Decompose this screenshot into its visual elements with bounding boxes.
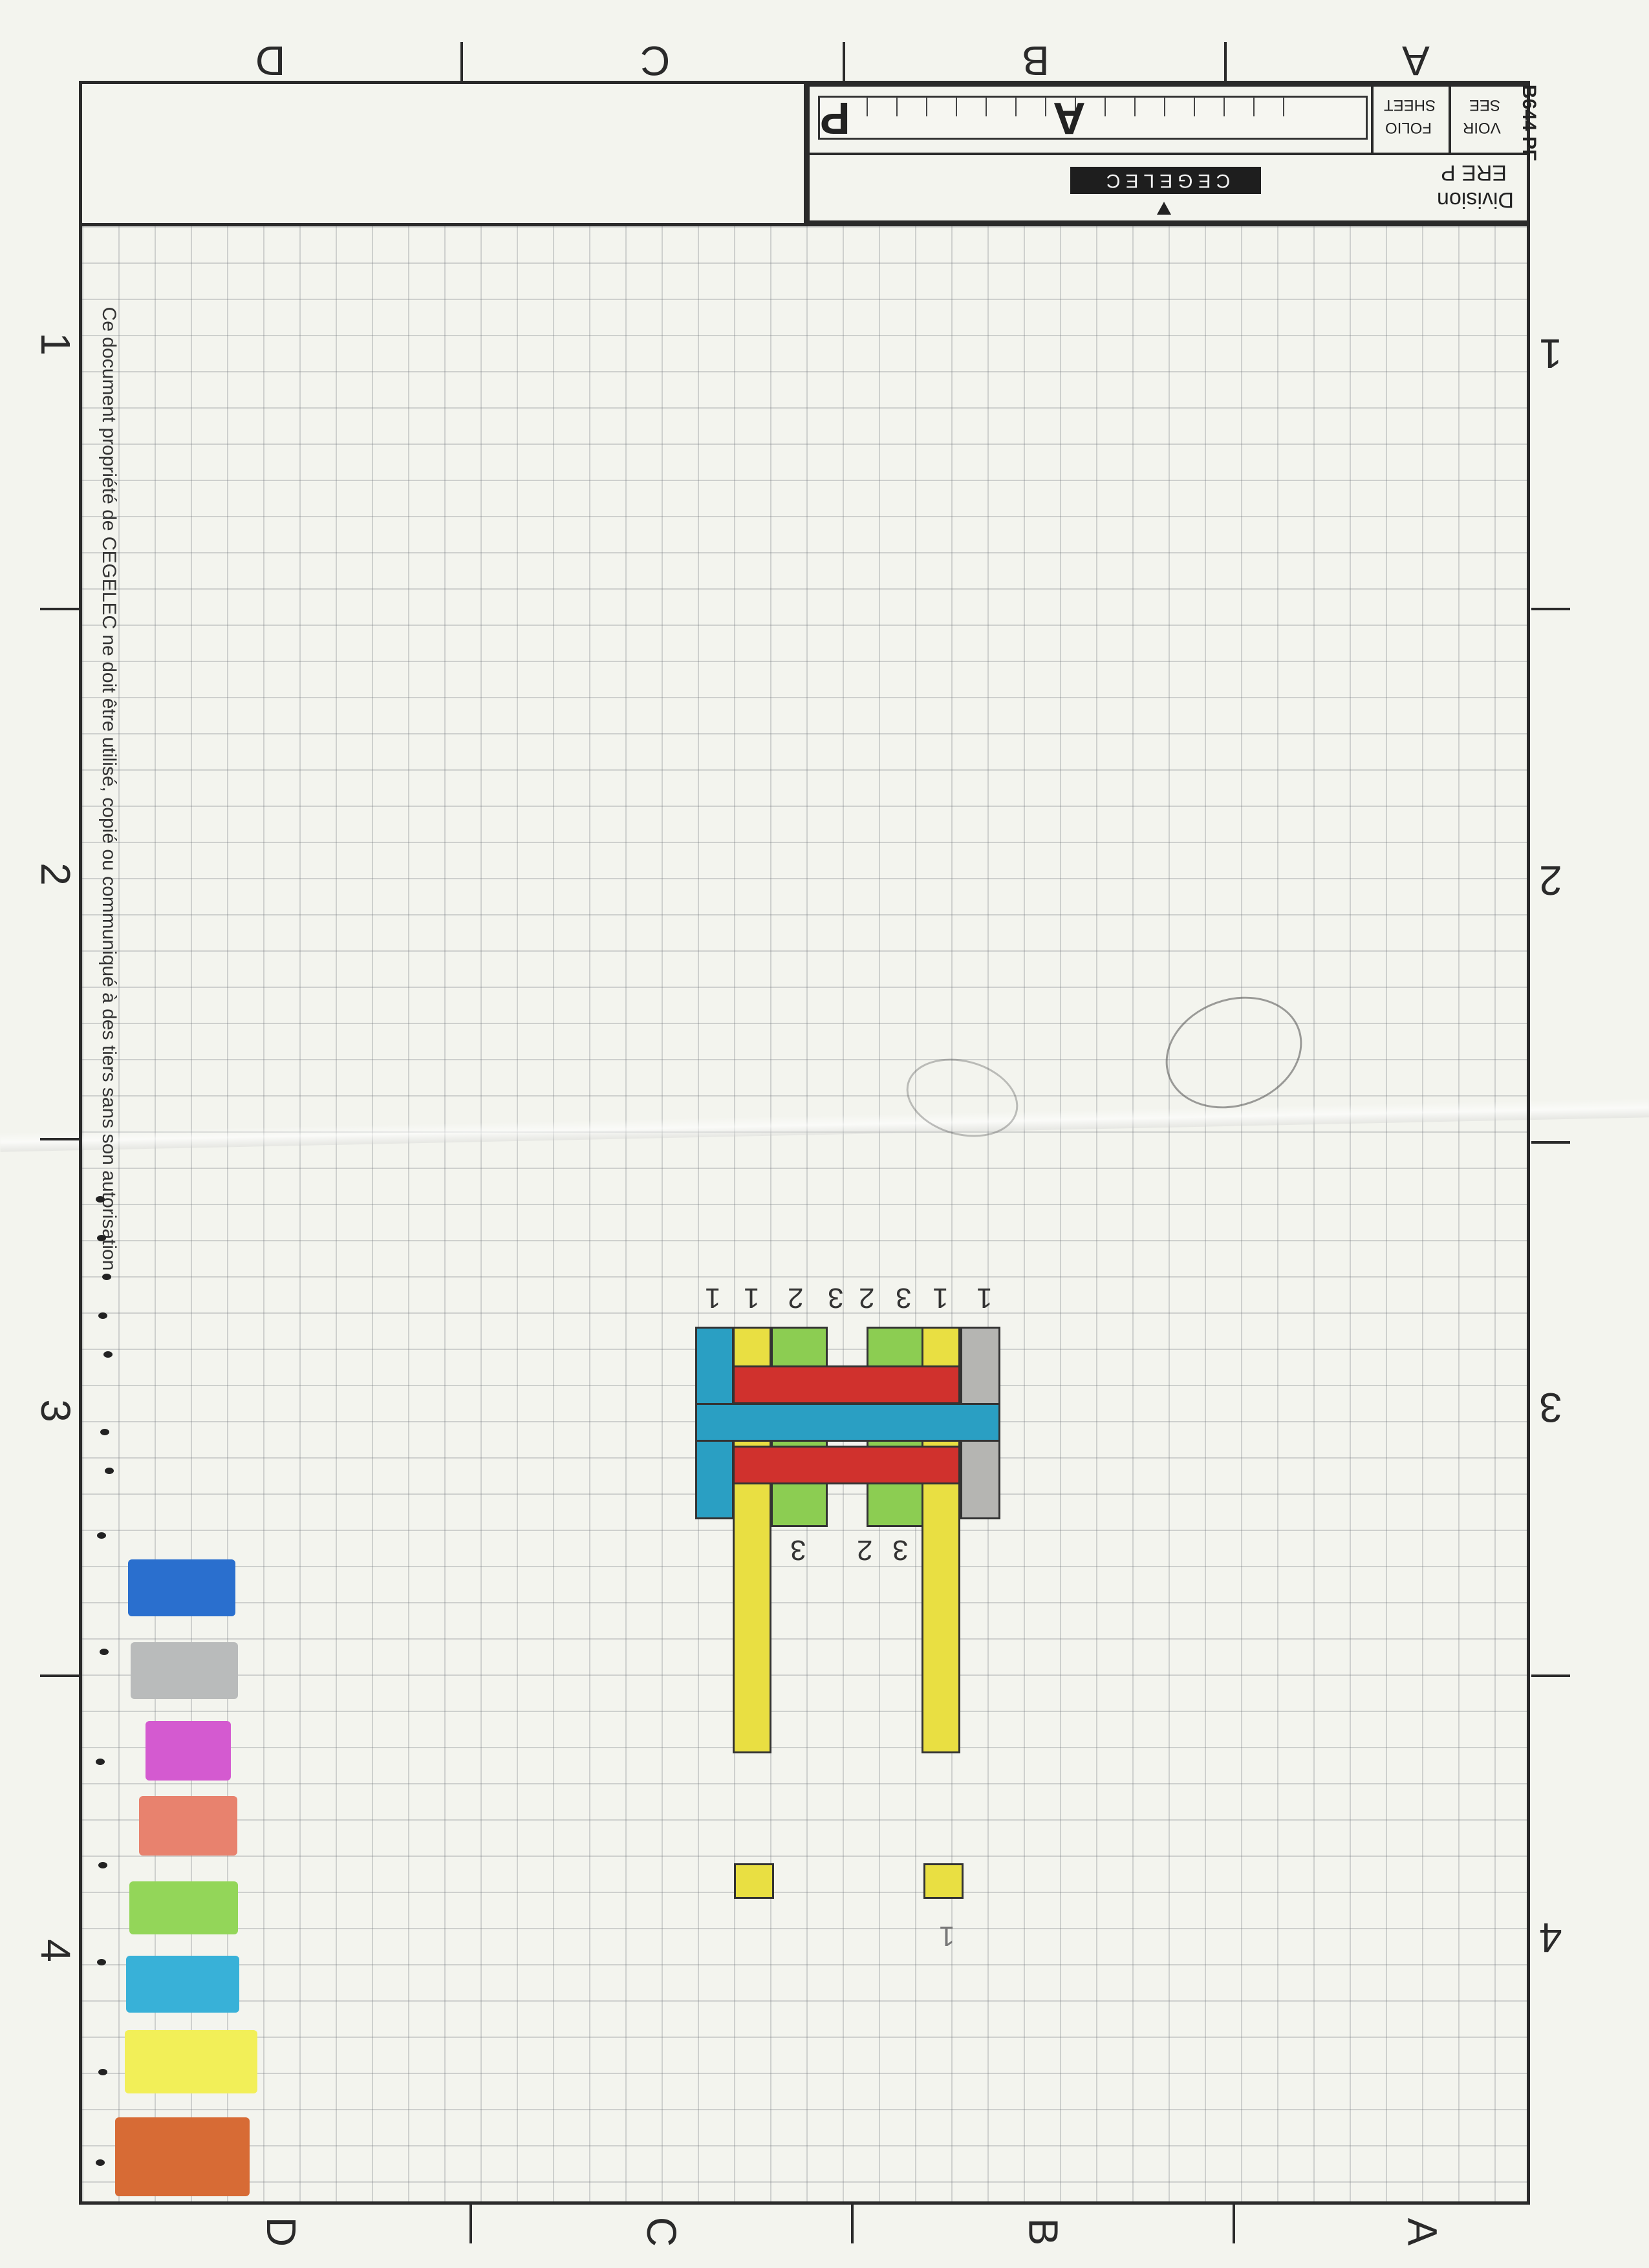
swatch-magenta [146, 1721, 231, 1781]
zone-tick-bottom [1233, 2205, 1235, 2243]
pencil-dot [102, 1274, 111, 1280]
folio-label: FOLIO [1385, 119, 1432, 136]
zone-tick-top [460, 42, 463, 81]
zone-col-bottom-d: D [258, 2216, 305, 2247]
bar-yellow-foot-left [734, 1863, 774, 1899]
pencil-dot [105, 1468, 114, 1474]
swatch-orange-brown [115, 2117, 250, 2196]
zone-row-right-3: 3 [1539, 1384, 1562, 1431]
zone-tick-top [1224, 42, 1227, 81]
zone-col-bottom-c: C [638, 2216, 685, 2247]
title-block-col-divider [1371, 84, 1374, 153]
pencil-dot [97, 1959, 106, 1965]
pencil-dot [98, 1312, 107, 1319]
zone-row-left-3: 3 [32, 1399, 79, 1422]
bar-blue-horizontal [695, 1403, 1000, 1442]
drawing-label: 1 [705, 1282, 721, 1314]
form-code: B644 PF [1518, 84, 1540, 162]
drawing-label: 1 [744, 1282, 760, 1314]
zone-row-left-1: 1 [32, 332, 79, 356]
division-value: ERE P [1441, 160, 1507, 185]
swatch-blue [128, 1559, 235, 1616]
drawing-label: 1 [932, 1282, 949, 1314]
sheet-letter-p: P [820, 93, 850, 144]
brand-marker-icon [1157, 202, 1171, 215]
drawing-label: 1 [976, 1282, 993, 1314]
division-label: Division [1437, 187, 1514, 212]
foot-label: 1 [939, 1920, 955, 1952]
zone-row-right-1: 1 [1539, 330, 1562, 377]
zone-tick-bottom [851, 2205, 854, 2243]
see-label: SEE [1469, 96, 1501, 114]
zone-col-top-c: C [640, 37, 671, 84]
zone-row-right-4: 4 [1539, 1914, 1562, 1961]
zone-col-top-a: A [1402, 37, 1430, 84]
zone-tick-right [1531, 1674, 1570, 1677]
sheet-letter-a: A [1053, 93, 1086, 144]
bar-red-top [733, 1365, 960, 1404]
zone-row-left-4: 4 [32, 1939, 79, 1962]
header-vertical-divider [804, 81, 807, 226]
drawing-label-bottom: 2 [857, 1534, 873, 1566]
zone-tick-bottom [469, 2205, 472, 2243]
drawing-label-bottom: 3 [790, 1534, 806, 1566]
copyright-side-note: Ce document propriété de CEGELEC ne doit… [98, 306, 120, 1271]
swatch-salmon [139, 1796, 237, 1856]
zone-tick-left [40, 608, 79, 610]
drawing-label-bottom: 3 [892, 1534, 909, 1566]
zone-tick-right [1531, 1141, 1570, 1144]
pencil-dot [98, 1862, 107, 1868]
title-block-divider [807, 153, 1530, 155]
drawing-label: 3 [896, 1282, 912, 1314]
graph-grid [82, 226, 1527, 2201]
sheet-label: SHEET [1384, 96, 1436, 114]
pencil-dot [96, 1196, 105, 1203]
zone-col-top-d: D [255, 37, 286, 84]
brand-logo: CEGELEC [1070, 167, 1261, 194]
bar-red-bottom [733, 1446, 960, 1484]
pencil-dot [103, 1351, 113, 1358]
voir-label: VOIR [1463, 119, 1501, 136]
drawing-label: 3 [828, 1282, 844, 1314]
swatch-cyan [126, 1956, 239, 2013]
pencil-dot [97, 1532, 106, 1539]
zone-tick-top [843, 42, 845, 81]
sheet-ruler-ticks [867, 97, 1313, 116]
sheet-border [79, 81, 1530, 2205]
pencil-dot [100, 1649, 109, 1655]
pencil-dot [98, 2069, 107, 2075]
swatch-light-green [129, 1881, 238, 1934]
title-block-col-divider-2 [1449, 84, 1451, 153]
zone-tick-left [40, 1674, 79, 1677]
drawing-label: 2 [788, 1282, 804, 1314]
pencil-dot [100, 1429, 109, 1435]
zone-col-top-b: B [1022, 37, 1050, 84]
zone-row-right-2: 2 [1539, 857, 1562, 904]
pencil-dot [97, 1235, 106, 1241]
zone-tick-left [40, 1138, 79, 1140]
zone-col-bottom-b: B [1020, 2218, 1067, 2246]
bar-yellow-foot-right [923, 1863, 964, 1899]
drawing-label: 2 [859, 1282, 875, 1314]
swatch-grey [131, 1642, 238, 1699]
zone-tick-right [1531, 608, 1570, 610]
swatch-yellow [125, 2030, 257, 2093]
zone-row-left-2: 2 [32, 862, 79, 886]
pencil-dot [96, 2159, 105, 2166]
pencil-dot [96, 1759, 105, 1765]
zone-col-bottom-a: A [1399, 2218, 1446, 2246]
